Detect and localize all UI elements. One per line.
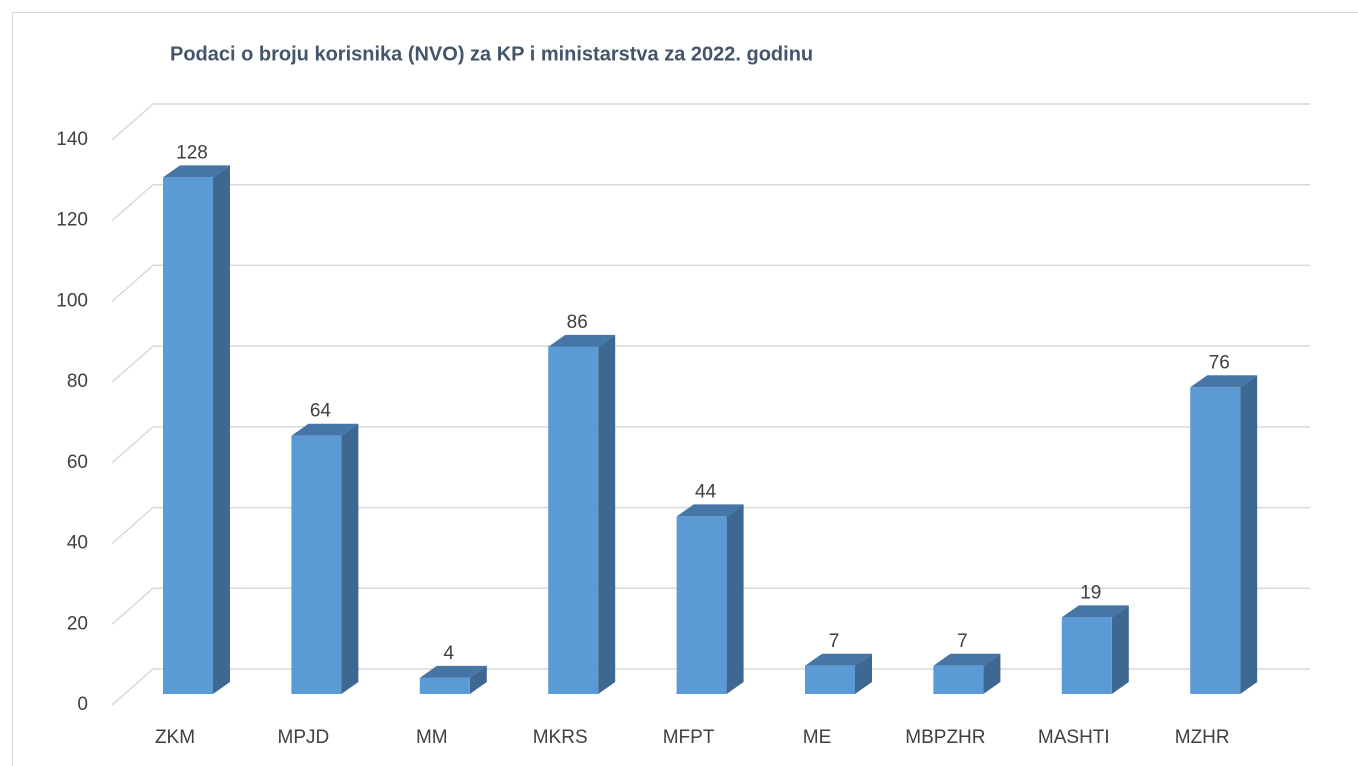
value-label: 4: [444, 643, 455, 664]
value-label: 76: [1209, 352, 1230, 373]
bar-top: [548, 334, 616, 347]
bar-top: [163, 165, 230, 178]
bar-side: [598, 334, 616, 694]
bar: [163, 165, 230, 694]
grid-line: [111, 183, 1310, 222]
y-tick-label: 100: [56, 290, 88, 311]
bar-front: [548, 346, 599, 694]
bar-top: [291, 423, 359, 436]
y-tick-label: 0: [77, 694, 88, 715]
bar-side: [726, 504, 744, 694]
y-tick-label: 80: [67, 371, 88, 392]
grid-line: [111, 506, 1310, 545]
y-tick-label: 60: [67, 452, 88, 473]
value-label: 64: [310, 401, 332, 422]
x-tick-label: MFPT: [663, 727, 715, 748]
grid-line: [111, 345, 1310, 383]
x-tick-label: MZHR: [1175, 727, 1230, 748]
bar-front: [805, 665, 855, 694]
y-tick-label: 20: [67, 613, 88, 634]
y-tick-label: 120: [56, 210, 88, 231]
bar-side: [469, 665, 487, 694]
bar: [419, 665, 487, 694]
grid-line: [111, 426, 1310, 464]
value-label: 19: [1080, 582, 1101, 603]
bar-top: [1190, 375, 1258, 388]
bar: [676, 504, 744, 694]
bar-top: [933, 653, 1001, 666]
value-label: 86: [567, 312, 588, 333]
x-tick-label: MKRS: [533, 727, 588, 748]
bar-top: [1061, 605, 1129, 618]
grid-line: [111, 668, 1310, 706]
bar-front: [676, 516, 727, 694]
x-tick-label: MBPZHR: [905, 727, 985, 748]
bar-front: [1190, 387, 1241, 694]
x-tick-label: MPJD: [278, 727, 330, 748]
bar-side: [983, 653, 1001, 694]
bar-top: [805, 653, 872, 666]
grid-line: [111, 587, 1310, 625]
x-tick-label: MASHTI: [1038, 727, 1110, 748]
bar-top: [676, 504, 744, 517]
bar-side: [213, 165, 230, 694]
grid-line: [111, 264, 1310, 302]
bar: [548, 334, 616, 694]
bar-front: [933, 665, 984, 694]
bar-front: [1061, 617, 1112, 694]
bar-front: [419, 677, 470, 694]
y-tick-label: 40: [67, 533, 88, 554]
bar-side: [1111, 605, 1129, 694]
value-label: 44: [695, 481, 717, 502]
bar: [1061, 605, 1129, 694]
value-label: 128: [176, 142, 208, 163]
bar-side: [855, 653, 872, 694]
bar-side: [341, 423, 359, 694]
value-label: 7: [957, 631, 968, 652]
bar-front: [291, 435, 342, 694]
bar: [933, 653, 1001, 694]
bar-top: [419, 665, 487, 678]
bar: [1190, 375, 1258, 694]
bar-side: [1240, 375, 1258, 694]
value-label: 7: [829, 631, 840, 652]
bar-front: [163, 177, 213, 694]
chart-title: Podaci o broju korisnika (NVO) za KP i m…: [170, 43, 813, 65]
y-tick-label: 140: [56, 129, 88, 150]
x-tick-label: ME: [803, 727, 832, 748]
x-tick-label: ZKM: [155, 727, 195, 748]
bar: [805, 653, 872, 694]
x-tick-label: MM: [416, 727, 448, 748]
bar: [291, 423, 359, 694]
grid-line: [111, 103, 1310, 141]
